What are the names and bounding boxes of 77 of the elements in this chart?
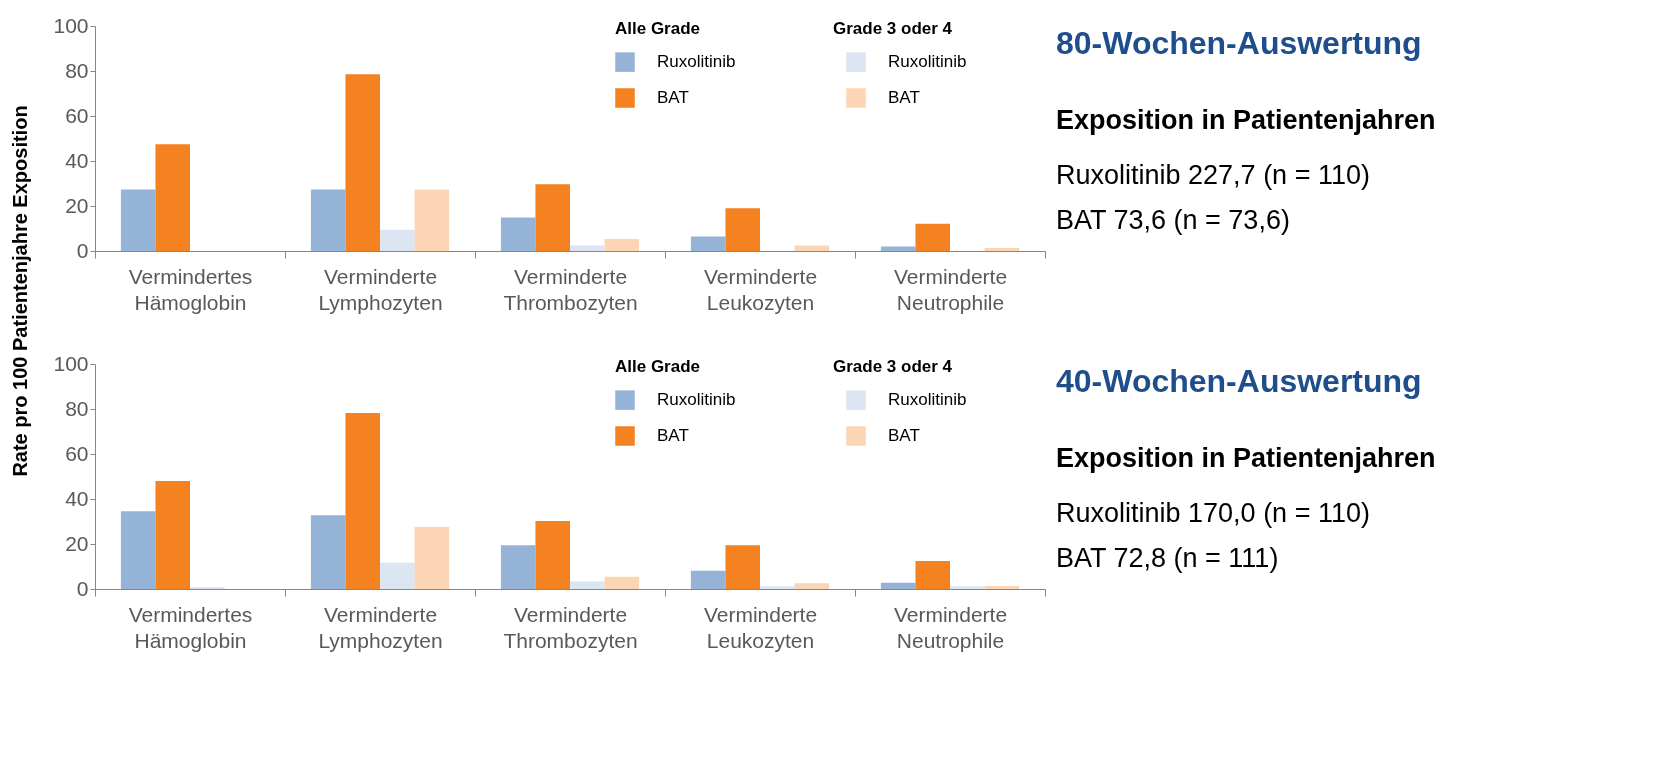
y-tick-label: 60: [65, 103, 89, 127]
bar: [310, 189, 346, 251]
text: 80-Wochen-Auswertung: [1056, 25, 1422, 61]
x-tick-label: Verminderte Lymphozyten: [318, 264, 443, 314]
bar: [794, 245, 830, 251]
annotation: Grade 3 oder 4: [833, 357, 953, 376]
bar: [345, 74, 380, 251]
bar: [604, 239, 640, 251]
y-tick-label: 80: [65, 396, 89, 420]
y-tick-label: 100: [53, 13, 89, 37]
y-tick-label: 40: [65, 486, 89, 510]
legend-label: BAT: [888, 88, 920, 107]
x-tick-label: Verminderte Lymphozyten: [318, 602, 443, 652]
bar: [570, 245, 605, 251]
annotation: Grade 3 oder 4: [833, 19, 953, 38]
legend-label: Ruxolitinib: [888, 390, 967, 410]
bar: [690, 570, 726, 589]
x-tick-label: Verminderte Neutrophile: [893, 264, 1008, 314]
x-tick-label: Verminderte Leukozyten: [703, 264, 818, 314]
legend-label: BAT: [657, 426, 689, 445]
text: Ruxolitinib 170,0 (n = 110): [1056, 498, 1370, 528]
bar: [345, 413, 380, 589]
bar: [535, 521, 570, 589]
x-tick-label: Vermindertes Hämoglobin: [128, 602, 253, 652]
text: BAT 72,8 (n = 111): [1056, 543, 1279, 573]
y-tick-label: 0: [76, 576, 89, 600]
y-tick-label: 40: [65, 148, 89, 172]
bar: [380, 229, 415, 251]
y-tick-label: 20: [65, 193, 89, 217]
bar: [120, 511, 156, 589]
bar: [984, 248, 1020, 251]
bar: [950, 586, 985, 589]
bar: [310, 515, 346, 589]
bar: [500, 545, 536, 589]
bar: [414, 189, 450, 251]
text: Exposition in Patientenjahren: [1056, 105, 1436, 135]
legend-label: Ruxolitinib: [888, 52, 967, 72]
bar: [500, 217, 536, 251]
x-tick-label: Verminderte Leukozyten: [703, 602, 818, 652]
bar: [190, 586, 225, 589]
bar: [725, 208, 760, 251]
x-tick-label: Verminderte Thrombozyten: [503, 602, 638, 652]
text: Ruxolitinib 227,7 (n = 110): [1056, 160, 1370, 190]
bar: [915, 561, 950, 589]
bar: [120, 189, 156, 251]
y-tick-label: 0: [76, 238, 89, 262]
legend-label: Ruxolitinib: [657, 52, 736, 72]
x-tick-label: Verminderte Thrombozyten: [503, 264, 638, 314]
bar: [380, 562, 415, 589]
bar: [604, 576, 640, 589]
bar: [760, 586, 795, 589]
bar: [570, 581, 605, 589]
text: Exposition in Patientenjahren: [1056, 443, 1436, 473]
legend-title: Alle Grade: [615, 19, 701, 38]
legend-label: Ruxolitinib: [657, 390, 736, 410]
legend-title: Alle Grade: [615, 357, 701, 376]
bar: [535, 184, 570, 251]
bar: [880, 582, 916, 589]
bar: [155, 144, 190, 251]
bar: [915, 223, 950, 251]
y-tick-label: 80: [65, 58, 89, 82]
y-tick-label: 100: [53, 351, 89, 375]
y-axis-title: Rate pro 100 Patientenjahre Exposition: [9, 105, 31, 477]
bar: [690, 236, 726, 251]
bar: [984, 586, 1020, 589]
text: BAT 73,6 (n = 73,6): [1056, 205, 1290, 235]
y-tick-label: 60: [65, 441, 89, 465]
bar: [794, 583, 830, 589]
x-tick-label: Vermindertes Hämoglobin: [128, 264, 253, 314]
text: 40-Wochen-Auswertung: [1056, 363, 1422, 399]
legend-label: BAT: [657, 88, 689, 107]
y-tick-label: 20: [65, 531, 89, 555]
legend-label: BAT: [888, 426, 920, 445]
bar: [725, 545, 760, 589]
bar: [155, 481, 190, 589]
bar: [414, 526, 450, 589]
x-tick-label: Verminderte Neutrophile: [893, 602, 1008, 652]
